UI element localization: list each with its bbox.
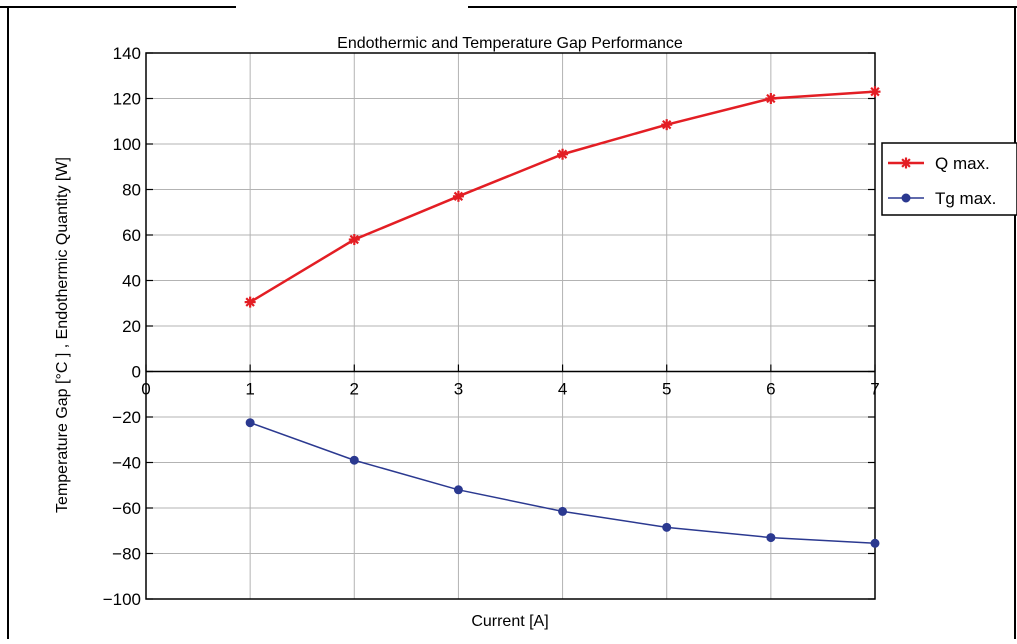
y-tick-label: −40 xyxy=(112,454,141,473)
x-tick-label: 0 xyxy=(141,380,150,399)
data-point-q-max-stroke xyxy=(245,297,255,307)
legend: Q max. Tg max. xyxy=(881,142,1017,216)
legend-point-q-max xyxy=(900,157,912,169)
data-point-q-max xyxy=(244,296,256,308)
data-point-tg-max xyxy=(766,533,776,543)
y-tick-label: 80 xyxy=(122,181,141,200)
legend-marker-tg-max xyxy=(901,193,911,203)
x-tick-label: 4 xyxy=(558,380,567,399)
legend-point-tg-max xyxy=(901,193,911,203)
data-point-q-max-stroke xyxy=(557,149,568,159)
y-tick-label: 60 xyxy=(122,226,141,245)
y-tick-label: −20 xyxy=(112,408,141,427)
legend-item-q-max: Q max. xyxy=(888,154,990,173)
chart-title: Endothermic and Temperature Gap Performa… xyxy=(337,35,683,52)
grid-lines xyxy=(146,53,875,599)
y-tick-label: −100 xyxy=(103,590,141,609)
data-point-tg-max xyxy=(558,506,568,516)
x-tick-label: 5 xyxy=(662,380,671,399)
data-point-q-max-stroke xyxy=(453,191,464,202)
data-point-q-max xyxy=(557,148,569,160)
data-point-tg-max xyxy=(870,538,880,548)
data-point-tg-max xyxy=(349,455,359,465)
data-point-tg-max xyxy=(453,485,463,495)
legend-point-q-max-stroke xyxy=(901,158,911,168)
y-tick-label: 120 xyxy=(113,90,141,109)
y-tick-label: −80 xyxy=(112,545,141,564)
y-tick-label: −60 xyxy=(112,499,141,518)
y-tick-label: 40 xyxy=(122,272,141,291)
tick-labels: 0 1 2 3 4 5 6 7140120100806040200−20−40−60−80−1… xyxy=(103,44,880,609)
y-tick-label: 140 xyxy=(113,44,141,63)
x-tick-label: 3 xyxy=(454,380,463,399)
x-tick-label: 2 xyxy=(350,380,359,399)
x-tick-label: 1 xyxy=(245,380,254,399)
legend-label-q-max: Q max. xyxy=(935,154,990,173)
data-point-q-max-stroke xyxy=(766,93,776,104)
y-tick-label: 0 xyxy=(132,363,141,382)
legend-item-tg-max: Tg max. xyxy=(888,189,996,208)
y-tick-label: 100 xyxy=(113,135,141,154)
x-axis-label: Current [A] xyxy=(471,613,548,630)
x-tick-label: 6 xyxy=(766,380,775,399)
data-point-q-max-stroke xyxy=(870,86,880,97)
data-point-q-max-stroke xyxy=(662,119,672,130)
data-point-tg-max xyxy=(662,522,672,532)
series-group xyxy=(244,86,881,548)
legend-label-tg-max: Tg max. xyxy=(935,189,996,208)
data-point-q-max xyxy=(869,86,881,98)
plot-frame xyxy=(145,52,876,600)
y-tick-label: 20 xyxy=(122,317,141,336)
y-axis-label: Temperature Gap [°C ] , Endothermic Quan… xyxy=(54,157,71,513)
data-point-q-max xyxy=(661,119,673,131)
data-point-q-max xyxy=(765,93,777,104)
data-point-q-max xyxy=(452,190,464,202)
data-point-q-max xyxy=(348,234,360,246)
data-point-q-max-stroke xyxy=(349,234,359,245)
legend-box xyxy=(881,142,1017,216)
legend-marker-q-max xyxy=(900,157,912,169)
data-point-tg-max xyxy=(245,418,255,428)
x-tick-label: 7 xyxy=(870,380,879,399)
